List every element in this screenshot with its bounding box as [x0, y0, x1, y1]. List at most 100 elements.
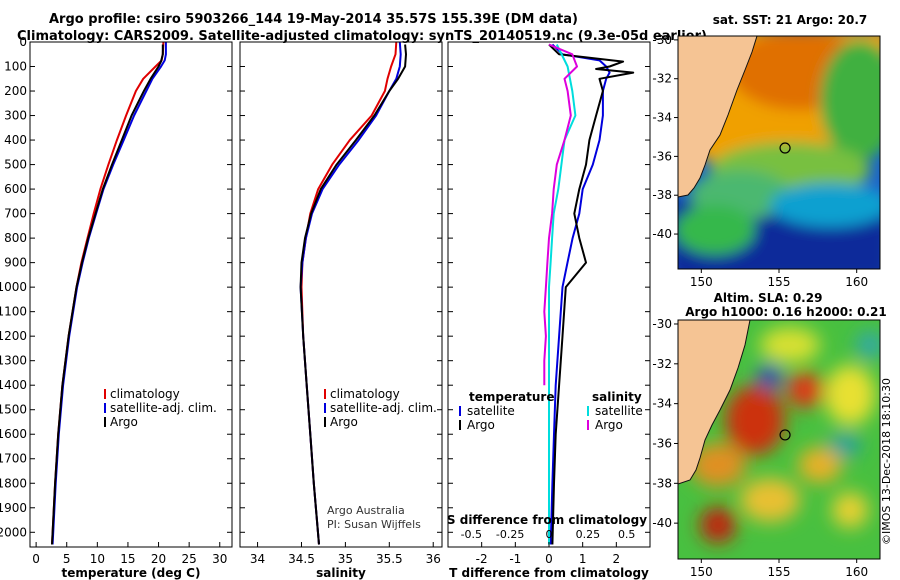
x-tick-label: 1	[579, 552, 587, 566]
sst-land	[678, 36, 757, 197]
sla-map-panel: 150 155 160 -30 -32 -34 -36 -38 -40	[652, 317, 881, 579]
legend-label-clim: climatology	[330, 387, 400, 401]
x-tick-label: 0	[32, 552, 40, 566]
legend-label-sat: satellite-adj. clim.	[330, 401, 437, 415]
plot-frame	[239, 41, 443, 548]
map-y-tick-label: -36	[652, 149, 672, 163]
map-x-tick-label: 155	[768, 275, 791, 289]
map-y-tick-label: -30	[652, 317, 672, 331]
legend-label-clim: climatology	[110, 387, 180, 401]
sst-argo-position-marker	[779, 142, 791, 154]
x-tick-label: 35.5	[376, 552, 403, 566]
y-tick-label: 1700	[0, 452, 27, 466]
x-tick-label: 35	[338, 552, 353, 566]
map-y-tick-label: -30	[652, 33, 672, 47]
x-tick-label: 10	[90, 552, 105, 566]
sla-argo-position-marker	[779, 429, 791, 441]
legend-label-argo: Argo	[110, 415, 138, 429]
y-tick-label: 1600	[0, 427, 27, 441]
secondary-x-tick-label: 0	[546, 528, 553, 541]
y-tick-label: 1800	[0, 476, 27, 490]
x-tick-label: 34	[250, 552, 265, 566]
sla-map-title: Altim. SLA: 0.29	[714, 291, 823, 305]
x-tick-label: -1	[509, 552, 521, 566]
y-tick-label: 900	[4, 256, 27, 270]
y-tick-label: 300	[4, 109, 27, 123]
map-y-tick-label: -38	[652, 476, 672, 490]
y-tick-label: 2000	[0, 525, 27, 539]
y-tick-label: 1400	[0, 378, 27, 392]
y-tick-label: 600	[4, 182, 27, 196]
x-axis-label: salinity	[316, 566, 366, 580]
title-line-2: Climatology: CARS2009. Satellite-adjuste…	[17, 29, 707, 44]
map-x-tick-label: 150	[690, 565, 713, 579]
map-x-tick-label: 150	[690, 275, 713, 289]
x-tick-label: 15	[120, 552, 135, 566]
map-x-tick-label: 160	[845, 565, 868, 579]
secondary-x-tick-label: 0.25	[576, 528, 601, 541]
series-line-clim	[300, 42, 398, 545]
sla-coastline	[678, 320, 751, 485]
secondary-x-tick-label: -0.25	[496, 528, 524, 541]
x-tick-label: 0	[545, 552, 553, 566]
x-tick-label: 34.5	[288, 552, 315, 566]
y-tick-label: 400	[4, 133, 27, 147]
series-line-argo	[299, 44, 407, 545]
x-tick-label: -2	[476, 552, 488, 566]
y-tick-label: 1300	[0, 354, 27, 368]
x-tick-label: 5	[63, 552, 71, 566]
x-tick-label: 2	[613, 552, 621, 566]
title-line-1: Argo profile: csiro 5903266_144 19-May-2…	[49, 12, 578, 27]
sla-map-subtitle: Argo h1000: 0.16 h2000: 0.21	[685, 305, 886, 319]
annotation-line: Argo Australia	[327, 504, 405, 517]
legend-title-salinity: salinity	[592, 390, 642, 404]
map-y-tick-label: -38	[652, 188, 672, 202]
map-y-tick-label: -36	[652, 436, 672, 450]
y-tick-label: 500	[4, 158, 27, 172]
series-line-argo	[548, 43, 635, 545]
plot-frame	[29, 41, 233, 548]
sst-map-title: sat. SST: 21 Argo: 20.7	[713, 13, 867, 27]
legend-title-temperature: temperature	[469, 390, 554, 404]
x-tick-label: 36	[426, 552, 441, 566]
series-line-sat_s	[548, 44, 577, 545]
series-group	[543, 43, 635, 545]
x-tick-label: 20	[151, 552, 166, 566]
x-tick-label: 30	[212, 552, 227, 566]
difference-panel: -2 -1 0 1 2T difference from climatology	[447, 41, 651, 580]
salinity-panel: 34 34.5 35 35.5 36 salinity	[239, 41, 443, 580]
y-tick-label: 1200	[0, 329, 27, 343]
x-axis-label: temperature (deg C)	[62, 566, 201, 580]
series-line-clim	[51, 42, 165, 545]
legend-label-s-argo_s: Argo	[595, 418, 623, 432]
y-tick-label: 1100	[0, 305, 27, 319]
secondary-x-axis-label: S difference from climatology	[447, 513, 647, 527]
map-x-tick-label: 155	[768, 565, 791, 579]
map-y-tick-label: -40	[652, 516, 672, 530]
x-axis-label: T difference from climatology	[449, 566, 649, 580]
secondary-x-tick-label: -0.5	[461, 528, 482, 541]
series-line-sat	[549, 43, 611, 545]
y-tick-label: 200	[4, 84, 27, 98]
y-tick-label: 800	[4, 231, 27, 245]
series-line-argo_s	[543, 43, 578, 386]
sla-land	[678, 320, 750, 484]
series-line-sat	[299, 42, 402, 545]
series-line-argo	[51, 44, 164, 545]
series-group	[51, 42, 167, 545]
y-tick-label: 1000	[0, 280, 27, 294]
timestamp-stamp: ©IMOS 13-Dec-2018 18:10:30	[880, 378, 893, 545]
map-y-tick-label: -32	[652, 357, 672, 371]
map-y-tick-label: -34	[652, 397, 672, 411]
map-y-tick-label: -40	[652, 227, 672, 241]
secondary-x-tick-label: 0.5	[618, 528, 636, 541]
legend-label-s-sat_s: satellite	[595, 404, 643, 418]
series-line-sat	[51, 42, 167, 545]
legend-label-sat: satellite-adj. clim.	[110, 401, 217, 415]
y-tick-label: 700	[4, 207, 27, 221]
map-x-tick-label: 160	[845, 275, 868, 289]
y-tick-label: 1500	[0, 403, 27, 417]
